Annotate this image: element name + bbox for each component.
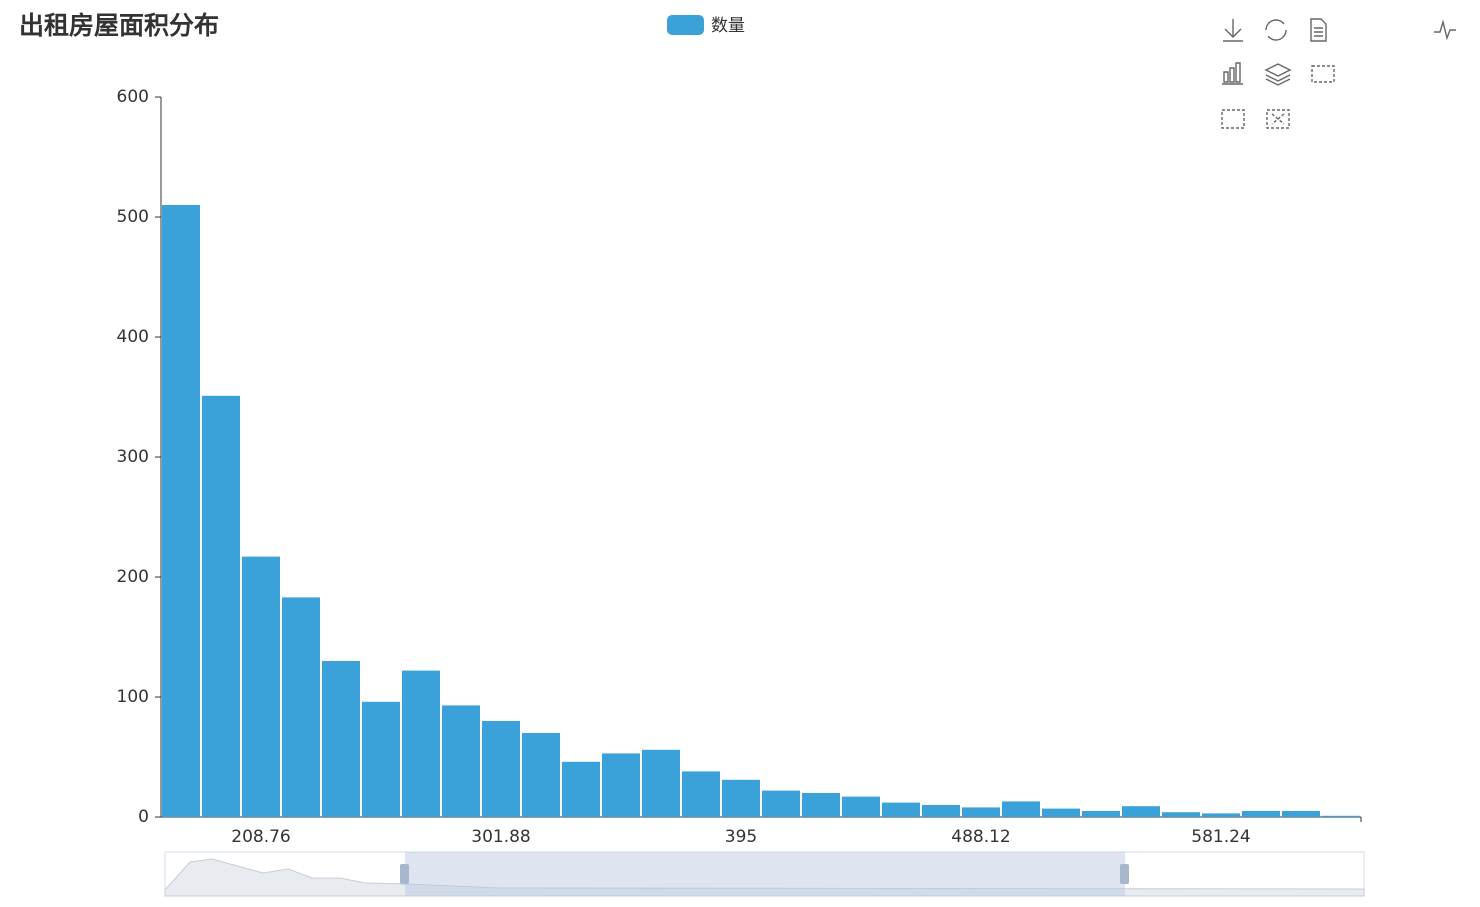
tool-rect-select[interactable] xyxy=(1311,65,1335,83)
zoom-handle[interactable] xyxy=(1120,864,1129,884)
bar xyxy=(602,753,640,817)
bar xyxy=(1322,815,1360,817)
bar xyxy=(922,805,960,817)
bar xyxy=(1202,813,1240,817)
bar xyxy=(442,705,480,817)
bar xyxy=(162,205,200,817)
tool-stack[interactable] xyxy=(1264,63,1292,86)
y-tick-label: 200 xyxy=(117,567,149,587)
bar xyxy=(1002,801,1040,817)
tool-save[interactable] xyxy=(1223,19,1243,42)
legend-swatch xyxy=(667,15,704,35)
legend-label: 数量 xyxy=(711,16,745,36)
bar xyxy=(642,749,680,817)
x-tick-label: 488.12 xyxy=(951,827,1010,847)
bar xyxy=(1082,811,1120,817)
bar xyxy=(842,796,880,817)
bar xyxy=(1282,811,1320,817)
bar xyxy=(722,779,760,817)
y-tick-label: 600 xyxy=(117,87,149,107)
x-tick-label: 581.24 xyxy=(1191,827,1250,847)
tool-zoom[interactable] xyxy=(1221,109,1245,129)
bar xyxy=(1162,812,1200,817)
tool-restore[interactable] xyxy=(1265,19,1287,41)
bar xyxy=(482,721,520,817)
bar xyxy=(362,701,400,817)
y-tick-label: 100 xyxy=(117,687,149,707)
x-tick-label: 301.88 xyxy=(471,827,530,847)
x-tick-label: 395 xyxy=(725,827,757,847)
x-tick-label: 208.76 xyxy=(231,827,290,847)
bar xyxy=(402,670,440,817)
y-tick-label: 500 xyxy=(117,207,149,227)
bar xyxy=(802,793,840,817)
bar xyxy=(522,733,560,817)
y-tick-label: 400 xyxy=(117,327,149,347)
bar xyxy=(962,807,1000,817)
y-tick-label: 0 xyxy=(138,807,149,827)
bar xyxy=(282,597,320,817)
bar xyxy=(322,661,360,817)
chart-title: 出租房屋面积分布 xyxy=(19,11,219,40)
zoom-handle[interactable] xyxy=(400,864,409,884)
zoom-window[interactable] xyxy=(405,852,1125,896)
tool-zoom-reset[interactable] xyxy=(1266,109,1290,129)
bar xyxy=(1242,811,1280,817)
toolbox xyxy=(1221,18,1456,129)
bar xyxy=(882,802,920,817)
bar xyxy=(682,771,720,817)
bar xyxy=(242,556,280,817)
tool-line[interactable] xyxy=(1434,19,1456,41)
tool-data-view[interactable] xyxy=(1310,18,1327,42)
bar xyxy=(1122,806,1160,817)
zoom-preview xyxy=(164,858,1365,897)
tool-bar[interactable] xyxy=(1222,62,1243,85)
bar xyxy=(202,395,240,817)
data-zoom[interactable] xyxy=(164,851,1365,897)
bar xyxy=(1042,808,1080,817)
bar xyxy=(762,790,800,817)
bar xyxy=(562,761,600,817)
y-tick-label: 300 xyxy=(117,447,149,467)
